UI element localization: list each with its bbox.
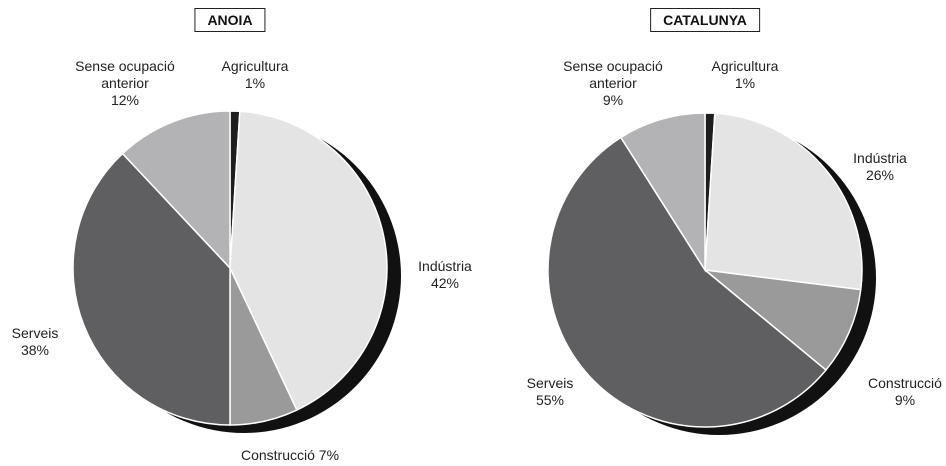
slice-label: Construcció 7% (210, 447, 370, 464)
value-label: 12% (110, 92, 140, 108)
pie-slice (72, 152, 231, 426)
value-label: 7% (318, 447, 340, 463)
slice-label: Agricultura 1% (190, 58, 320, 92)
slice-label: Sense ocupació anterior 12% (60, 58, 190, 109)
slice-label: Serveis 38% (0, 325, 100, 359)
category-name: Indústria (853, 150, 907, 166)
category-name: Agricultura (711, 58, 779, 74)
value-label: 26% (865, 167, 895, 183)
slice-label: Sense ocupació anterior 9% (548, 58, 678, 109)
category-name: Serveis (526, 375, 574, 391)
value-label: 9% (894, 392, 916, 408)
pie-slice (547, 136, 828, 428)
chart-title: CATALUNYA (650, 8, 760, 32)
value-label: 1% (734, 75, 756, 91)
pie-slice (702, 268, 862, 372)
value-label: 1% (244, 75, 266, 91)
chart-title: ANOIA (194, 8, 266, 32)
slice-label: Indústria 42% (380, 258, 510, 292)
category-name: Construcció (868, 375, 942, 391)
slice-label: Indústria 26% (815, 150, 945, 184)
pie-slice (121, 110, 231, 270)
slice-label: Serveis 55% (485, 375, 615, 409)
category-name: Agricultura (221, 58, 289, 74)
slice-label: Construcció 9% (840, 375, 946, 409)
category-name: Construcció (240, 447, 315, 463)
pie-slice (704, 112, 863, 291)
value-label: 42% (430, 275, 460, 291)
pie-slice (229, 110, 388, 412)
slice-label: Agricultura 1% (680, 58, 810, 92)
value-label: 38% (20, 342, 50, 358)
value-label: 55% (535, 392, 565, 408)
pie-slice (619, 112, 706, 273)
category-name: Indústria (418, 258, 472, 274)
category-name: Serveis (11, 325, 59, 341)
category-name: Sense ocupació anterior (75, 58, 175, 91)
category-name: Sense ocupació anterior (563, 58, 663, 91)
value-label: 9% (602, 92, 624, 108)
